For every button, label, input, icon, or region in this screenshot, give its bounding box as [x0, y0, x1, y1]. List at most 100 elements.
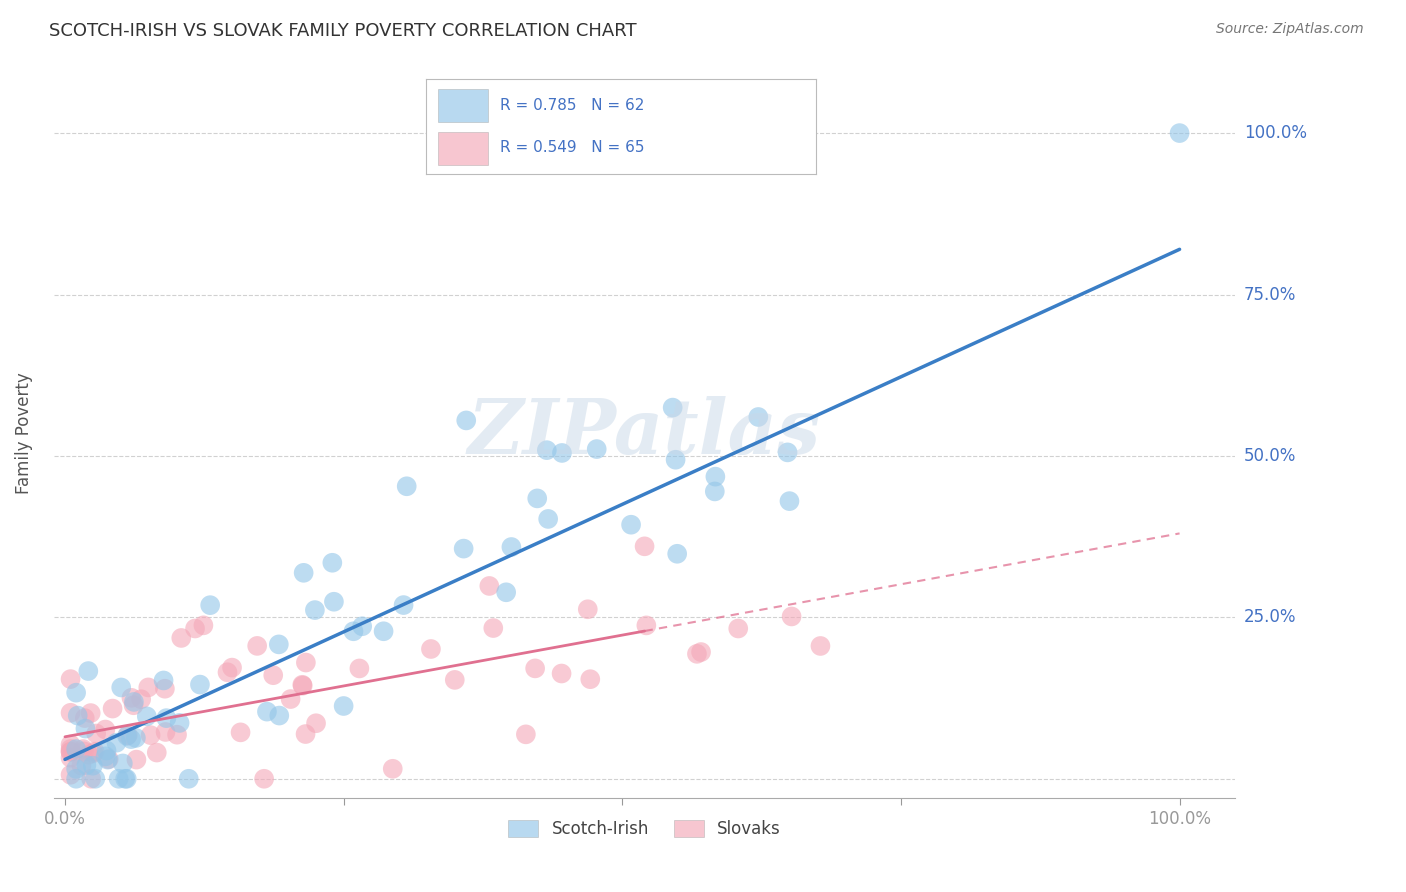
Point	[59, 745, 82, 759]
Point	[537, 512, 560, 526]
Point	[105, 736, 128, 750]
Point	[77, 747, 100, 762]
Point	[292, 566, 315, 580]
Point	[482, 621, 505, 635]
Point	[633, 539, 655, 553]
Point	[129, 692, 152, 706]
Point	[122, 695, 145, 709]
Point	[125, 731, 148, 745]
Point	[381, 762, 404, 776]
Point	[262, 668, 284, 682]
Point	[125, 753, 148, 767]
Point	[443, 673, 465, 687]
Point	[82, 758, 104, 772]
Point	[101, 701, 124, 715]
Point	[349, 661, 371, 675]
Point	[776, 445, 799, 459]
Point	[97, 752, 120, 766]
Point	[59, 738, 82, 752]
Point	[75, 722, 97, 736]
Point	[291, 678, 314, 692]
Point	[136, 681, 159, 695]
Point	[747, 409, 769, 424]
Point	[73, 711, 96, 725]
Point	[524, 661, 547, 675]
Point	[579, 672, 602, 686]
Point	[661, 401, 683, 415]
Point	[146, 746, 169, 760]
Point	[332, 698, 354, 713]
Point	[291, 679, 314, 693]
Point	[155, 725, 177, 739]
Point	[94, 749, 117, 764]
Point	[169, 715, 191, 730]
Point	[59, 750, 82, 764]
Point	[778, 494, 800, 508]
Point	[153, 681, 176, 696]
Point	[686, 647, 709, 661]
Point	[780, 609, 803, 624]
Point	[117, 728, 139, 742]
Text: SCOTCH-IRISH VS SLOVAK FAMILY POVERTY CORRELATION CHART: SCOTCH-IRISH VS SLOVAK FAMILY POVERTY CO…	[49, 22, 637, 40]
Point	[666, 547, 689, 561]
Text: 50.0%: 50.0%	[1244, 447, 1296, 465]
Point	[83, 745, 105, 759]
Point	[188, 677, 211, 691]
Point	[551, 446, 574, 460]
Point	[135, 709, 157, 723]
Point	[111, 756, 134, 771]
Point	[59, 706, 82, 720]
Point	[198, 598, 221, 612]
Point	[501, 540, 523, 554]
Point	[84, 726, 107, 740]
Point	[420, 642, 443, 657]
Point	[70, 758, 93, 772]
Point	[96, 743, 118, 757]
Point	[59, 672, 82, 686]
Point	[170, 631, 193, 645]
Point	[246, 639, 269, 653]
Point	[73, 744, 96, 758]
Point	[107, 772, 129, 786]
Point	[495, 585, 517, 599]
Point	[620, 517, 643, 532]
Point	[65, 686, 87, 700]
Text: ZIPatlas: ZIPatlas	[468, 396, 821, 470]
Point	[478, 579, 501, 593]
Point	[77, 664, 100, 678]
Text: Source: ZipAtlas.com: Source: ZipAtlas.com	[1216, 22, 1364, 37]
Point	[690, 645, 713, 659]
Point	[84, 772, 107, 786]
Point	[1168, 126, 1191, 140]
Point	[59, 745, 82, 759]
Point	[94, 723, 117, 737]
Point	[727, 622, 749, 636]
Point	[120, 690, 142, 705]
Point	[636, 618, 658, 632]
Text: 100.0%: 100.0%	[1244, 124, 1306, 142]
Point	[585, 442, 607, 456]
Point	[65, 772, 87, 786]
Point	[536, 443, 558, 458]
Point	[59, 742, 82, 756]
Point	[294, 727, 316, 741]
Point	[321, 556, 343, 570]
Point	[704, 469, 727, 483]
Point	[155, 711, 177, 725]
Point	[323, 595, 346, 609]
Point	[229, 725, 252, 739]
Point	[193, 618, 215, 632]
Point	[395, 479, 418, 493]
Point	[515, 727, 537, 741]
Point	[152, 673, 174, 688]
Point	[526, 491, 548, 506]
Point	[373, 624, 395, 639]
Point	[392, 598, 415, 612]
Point	[550, 666, 572, 681]
Point	[305, 716, 328, 731]
Point	[342, 624, 364, 639]
Point	[703, 484, 725, 499]
Point	[115, 772, 138, 786]
Point	[114, 772, 136, 786]
Text: 25.0%: 25.0%	[1244, 608, 1296, 626]
